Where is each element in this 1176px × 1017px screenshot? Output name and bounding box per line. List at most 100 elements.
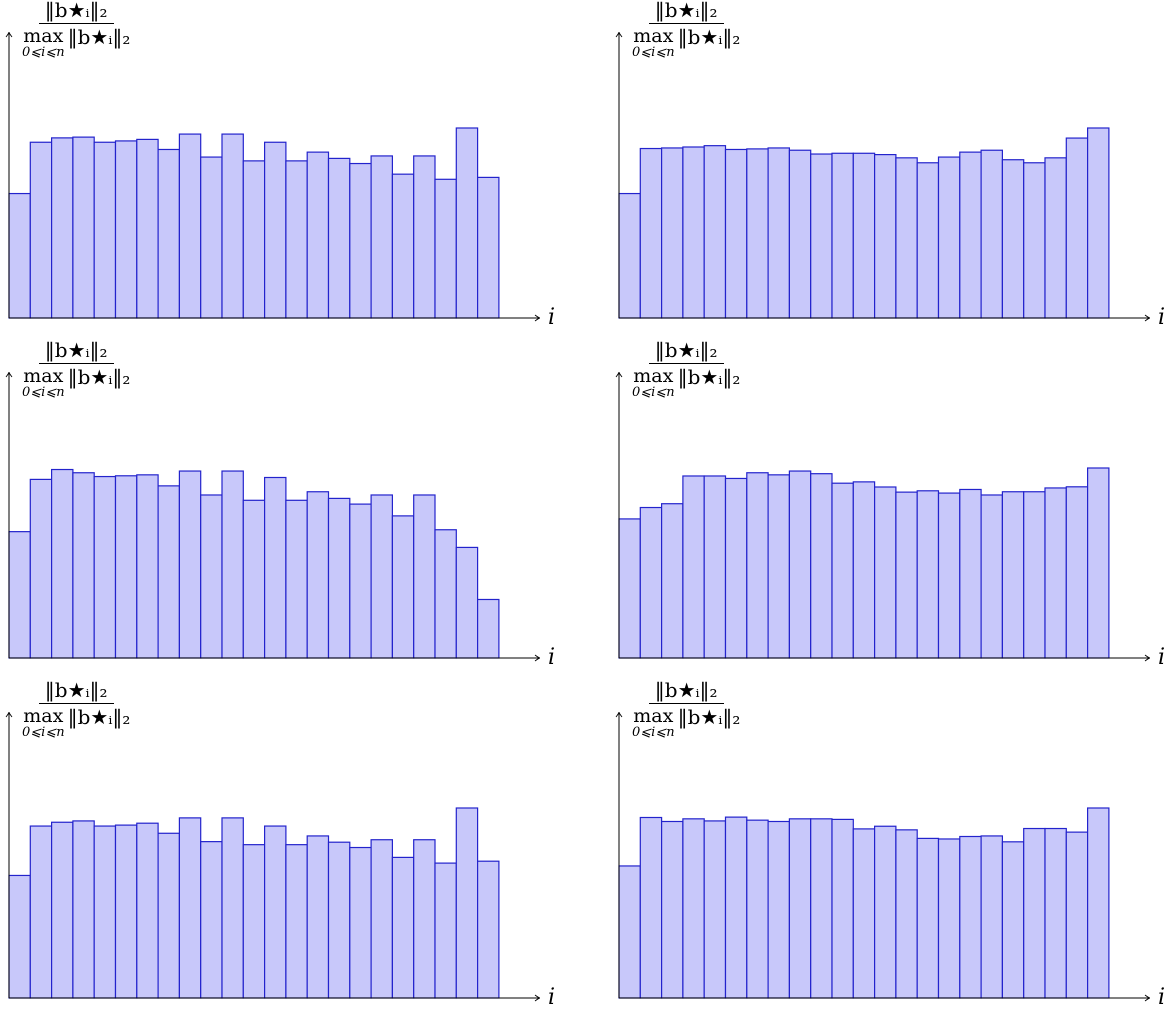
- x-axis-label: i: [548, 985, 556, 1010]
- bar-13: [285, 499, 308, 659]
- bar-17: [370, 155, 394, 319]
- bar-3: [682, 475, 705, 659]
- bar-1: [639, 816, 663, 999]
- bar-16: [959, 151, 982, 319]
- bar-12: [264, 476, 287, 659]
- y-axis-label: ‖b★ᵢ‖₂ max 0⩽i⩽n ‖b★ᵢ‖₂: [632, 0, 740, 59]
- bar-1: [29, 825, 53, 999]
- bar-9: [200, 156, 223, 319]
- max-word: max: [23, 25, 64, 47]
- y-axis-denominator-norm: ‖b★ᵢ‖₂: [67, 705, 131, 729]
- bar-6: [136, 822, 159, 999]
- bar-18: [391, 173, 415, 319]
- y-axis-denominator: max 0⩽i⩽n ‖b★ᵢ‖₂: [632, 704, 741, 740]
- bar-10: [831, 482, 854, 659]
- bar-19: [413, 494, 436, 659]
- x-axis-arrow: [534, 654, 541, 662]
- bar-19: [1023, 491, 1046, 659]
- bar-14: [916, 162, 940, 319]
- x-axis-label: i: [1158, 645, 1166, 670]
- x-axis-label: i: [1158, 305, 1166, 330]
- bar-13: [895, 157, 918, 319]
- bar-9: [810, 153, 833, 319]
- bar-17: [980, 494, 1004, 659]
- bars: [8, 468, 500, 659]
- bar-10: [221, 470, 244, 659]
- bar-12: [874, 154, 897, 319]
- bar-5: [114, 824, 138, 999]
- bar-17: [980, 149, 1004, 319]
- bar-22: [477, 598, 500, 659]
- bar-0: [8, 192, 31, 319]
- bar-12: [264, 825, 287, 999]
- x-axis-label: i: [548, 305, 556, 330]
- bar-11: [242, 844, 266, 999]
- max-word: max: [633, 705, 674, 727]
- bar-21: [1065, 831, 1089, 999]
- bar-8: [178, 133, 202, 319]
- bar-16: [349, 846, 372, 999]
- bar-7: [157, 148, 181, 319]
- y-axis-arrow: [615, 711, 623, 718]
- bar-10: [221, 817, 244, 999]
- bar-15: [327, 841, 351, 999]
- y-axis-numerator: ‖b★ᵢ‖₂: [38, 340, 114, 364]
- bar-13: [285, 160, 308, 319]
- bar-1: [639, 506, 663, 659]
- y-axis-arrow: [5, 371, 13, 378]
- bar-chart: [615, 371, 1151, 662]
- y-axis-denominator-norm: ‖b★ᵢ‖₂: [677, 705, 741, 729]
- y-axis-numerator: ‖b★ᵢ‖₂: [38, 680, 114, 704]
- bar-5: [114, 475, 138, 659]
- y-axis-fraction: ‖b★ᵢ‖₂ max 0⩽i⩽n ‖b★ᵢ‖₂: [632, 0, 740, 59]
- y-axis-fraction: ‖b★ᵢ‖₂ max 0⩽i⩽n ‖b★ᵢ‖₂: [22, 340, 130, 399]
- bar-13: [285, 844, 308, 999]
- y-axis-denominator: max 0⩽i⩽n ‖b★ᵢ‖₂: [632, 364, 741, 400]
- bar-8: [788, 149, 812, 319]
- y-axis-denominator: max 0⩽i⩽n ‖b★ᵢ‖₂: [22, 364, 130, 400]
- y-axis-denominator-norm: ‖b★ᵢ‖₂: [677, 365, 741, 389]
- bars: [618, 127, 1110, 319]
- y-axis-label: ‖b★ᵢ‖₂ max 0⩽i⩽n ‖b★ᵢ‖₂: [22, 0, 130, 59]
- bar-2: [660, 147, 684, 319]
- bar-2: [660, 820, 684, 999]
- bar-15: [327, 497, 351, 659]
- y-axis-arrow: [5, 31, 13, 38]
- bar-2: [660, 503, 684, 659]
- bar-3: [72, 136, 95, 319]
- x-axis-arrow: [1144, 994, 1151, 1002]
- bar-0: [618, 865, 641, 999]
- max-operator: max 0⩽i⩽n: [632, 367, 675, 400]
- panel-top-left: ‖b★ᵢ‖₂ max 0⩽i⩽n ‖b★ᵢ‖₂ i: [0, 0, 560, 330]
- bar-20: [1044, 827, 1067, 999]
- bar-8: [788, 818, 812, 999]
- y-axis-fraction: ‖b★ᵢ‖₂ max 0⩽i⩽n ‖b★ᵢ‖₂: [632, 680, 740, 739]
- max-limits: 0⩽i⩽n: [22, 45, 65, 60]
- bar-6: [136, 474, 159, 659]
- panel-bottom-right: ‖b★ᵢ‖₂ max 0⩽i⩽n ‖b★ᵢ‖₂ i: [610, 680, 1170, 1010]
- bar-22: [1087, 807, 1110, 999]
- max-limits: 0⩽i⩽n: [22, 385, 65, 400]
- bar-chart: [615, 711, 1151, 1002]
- y-axis-fraction: ‖b★ᵢ‖₂ max 0⩽i⩽n ‖b★ᵢ‖₂: [632, 340, 740, 399]
- bar-21: [455, 807, 479, 999]
- bar-9: [200, 841, 223, 999]
- y-axis-arrow: [615, 31, 623, 38]
- max-limits: 0⩽i⩽n: [632, 45, 675, 60]
- bar-4: [93, 141, 117, 319]
- bar-21: [455, 546, 479, 659]
- y-axis-label: ‖b★ᵢ‖₂ max 0⩽i⩽n ‖b★ᵢ‖₂: [632, 340, 740, 399]
- bar-20: [434, 862, 457, 999]
- bar-1: [29, 478, 53, 659]
- bar-4: [703, 145, 727, 319]
- bar-10: [831, 818, 854, 999]
- bar-8: [178, 470, 202, 659]
- bar-14: [306, 835, 330, 999]
- max-limits: 0⩽i⩽n: [22, 725, 65, 740]
- bar-0: [618, 518, 641, 659]
- y-axis-denominator-norm: ‖b★ᵢ‖₂: [677, 25, 741, 49]
- bar-7: [157, 832, 181, 999]
- y-axis-denominator: max 0⩽i⩽n ‖b★ᵢ‖₂: [632, 24, 741, 60]
- bar-18: [1001, 491, 1025, 659]
- panel-middle-right: ‖b★ᵢ‖₂ max 0⩽i⩽n ‖b★ᵢ‖₂ i: [610, 340, 1170, 670]
